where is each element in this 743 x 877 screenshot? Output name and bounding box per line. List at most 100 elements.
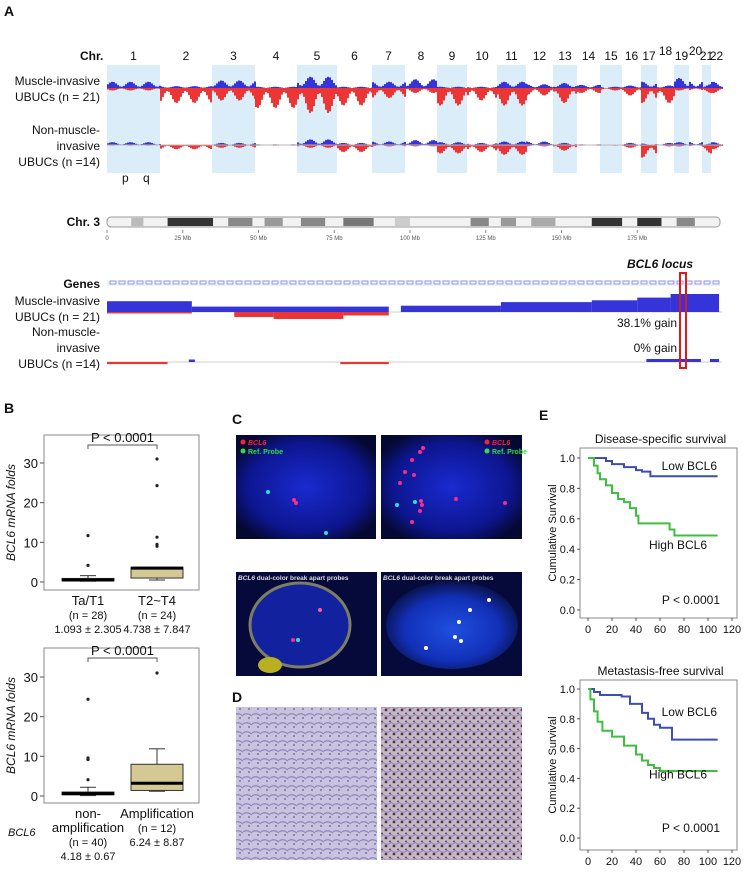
- gene-mark: [595, 280, 603, 285]
- loss-bar-nonmuscle: [477, 145, 479, 151]
- gain-bar-nonmuscle: [431, 140, 433, 145]
- loss-bar-muscle: [465, 88, 467, 93]
- gain-bar-muscle: [321, 83, 323, 88]
- gene-mark: [631, 280, 639, 285]
- gain-bar-nonmuscle: [236, 143, 238, 145]
- gain-bar-nonmuscle: [321, 142, 323, 145]
- loss-bar-nonmuscle: [437, 145, 439, 153]
- loss-bar-muscle: [135, 88, 137, 90]
- gain-bar-muscle: [721, 86, 723, 88]
- loss-bar-muscle: [226, 88, 228, 94]
- loss-bar-muscle: [563, 88, 565, 103]
- gain-bar-muscle: [616, 86, 618, 88]
- loss-bar-nonmuscle: [505, 145, 507, 155]
- loss-bar-muscle: [459, 88, 461, 105]
- loss-bar-muscle: [160, 88, 162, 101]
- loss-bar-muscle: [641, 88, 643, 103]
- gain-bar-nonmuscle: [131, 142, 133, 145]
- gain-bar-muscle: [643, 82, 645, 88]
- loss-bar-muscle: [267, 88, 269, 94]
- gain-bar-nonmuscle: [335, 143, 337, 145]
- y-tick-label: 10: [24, 535, 38, 550]
- loss-bar-muscle: [178, 88, 180, 101]
- loss-bar-nonmuscle: [459, 145, 461, 153]
- loss-bar-muscle: [561, 88, 563, 102]
- gain-bar-muscle: [519, 82, 521, 88]
- gain-bar-muscle: [455, 86, 457, 88]
- gain-bar-muscle: [404, 82, 406, 88]
- chr3-tick-label: 25 Mb: [174, 236, 191, 242]
- gain-bar-muscle: [567, 84, 569, 88]
- gain-bar-nonmuscle: [443, 142, 445, 145]
- loss-bar-muscle: [624, 88, 626, 92]
- gain-bar-nonmuscle: [561, 143, 563, 145]
- gain-bar-muscle: [135, 85, 137, 88]
- plot-frame: [43, 434, 200, 591]
- category-n: (n = 24): [138, 610, 176, 622]
- loss-bar-nonmuscle: [561, 145, 563, 150]
- gene-mark: [172, 280, 180, 285]
- loss-bar-muscle: [559, 88, 561, 98]
- gain-bar-muscle: [149, 82, 151, 88]
- gain-bar-nonmuscle: [339, 143, 341, 145]
- gain-bar-muscle: [505, 82, 507, 88]
- gain-bar-nonmuscle: [224, 143, 226, 145]
- gain-bar-nonmuscle: [665, 143, 667, 145]
- loss-bar-nonmuscle: [367, 145, 369, 148]
- loss-bar-nonmuscle: [204, 145, 206, 147]
- loss-bar-muscle: [141, 88, 143, 89]
- gene-mark: [406, 280, 414, 285]
- gain-bar-nonmuscle: [254, 143, 256, 145]
- loss-bar-nonmuscle: [441, 145, 443, 153]
- gain-bar-muscle: [323, 81, 325, 88]
- loss-bar-nonmuscle: [168, 145, 170, 147]
- y-tick-label: 0.4: [560, 544, 575, 556]
- loss-bar-muscle: [471, 88, 473, 91]
- gain-bar-muscle: [212, 86, 214, 88]
- loss-bar-muscle: [575, 88, 577, 94]
- loss-bar-nonmuscle: [525, 145, 527, 152]
- x-tick-label: 80: [678, 856, 690, 868]
- loss-bar-nonmuscle: [540, 145, 542, 147]
- gain-bar-muscle: [538, 86, 540, 88]
- loss-bar-muscle: [411, 88, 413, 92]
- loss-bar-muscle: [645, 88, 647, 99]
- arm-q-label: q: [143, 171, 150, 185]
- chr-label-6: 6: [351, 49, 358, 63]
- loss-bar-muscle: [626, 88, 628, 94]
- gain-bar-muscle: [561, 83, 563, 88]
- gain-bar-nonmuscle: [222, 143, 224, 145]
- gain-bar-muscle: [311, 77, 313, 88]
- gain-bar-nonmuscle: [713, 142, 715, 145]
- loss-bar-muscle: [216, 88, 218, 96]
- gain-bar-muscle: [240, 80, 242, 88]
- loss-bar-nonmuscle: [473, 145, 475, 147]
- loss-bar-muscle: [523, 88, 525, 105]
- loss-bar-nonmuscle: [513, 145, 515, 148]
- gain-bar-nonmuscle: [546, 142, 548, 145]
- gain-bar-nonmuscle: [355, 143, 357, 145]
- gain-bar-muscle: [232, 85, 234, 88]
- gain-bar-nonmuscle: [453, 143, 455, 145]
- gain-bar-muscle: [174, 86, 176, 88]
- loss-bar-muscle: [417, 88, 419, 93]
- loss-bar-muscle: [293, 88, 295, 108]
- gain-bar-nonmuscle: [413, 140, 415, 145]
- gain-bar-nonmuscle: [540, 142, 542, 145]
- gain-bar-muscle: [390, 82, 392, 88]
- gain-bar-nonmuscle: [689, 142, 691, 145]
- loss-bar-muscle: [214, 88, 216, 93]
- gain-bar-muscle: [569, 85, 571, 88]
- gain-bar-muscle: [206, 87, 208, 88]
- gain-bar-muscle: [176, 86, 178, 88]
- gene-mark: [208, 280, 216, 285]
- loss-bar-nonmuscle: [343, 145, 345, 152]
- gain-bar-muscle: [485, 87, 487, 88]
- loss-bar-muscle: [145, 88, 147, 91]
- significance-bracket: [87, 444, 158, 449]
- gain-bar-nonmuscle: [315, 142, 317, 145]
- loss-bar-nonmuscle: [252, 145, 254, 147]
- gain-bar-nonmuscle: [507, 142, 509, 145]
- gain-bar-muscle: [111, 81, 113, 88]
- outlier-point: [86, 756, 90, 760]
